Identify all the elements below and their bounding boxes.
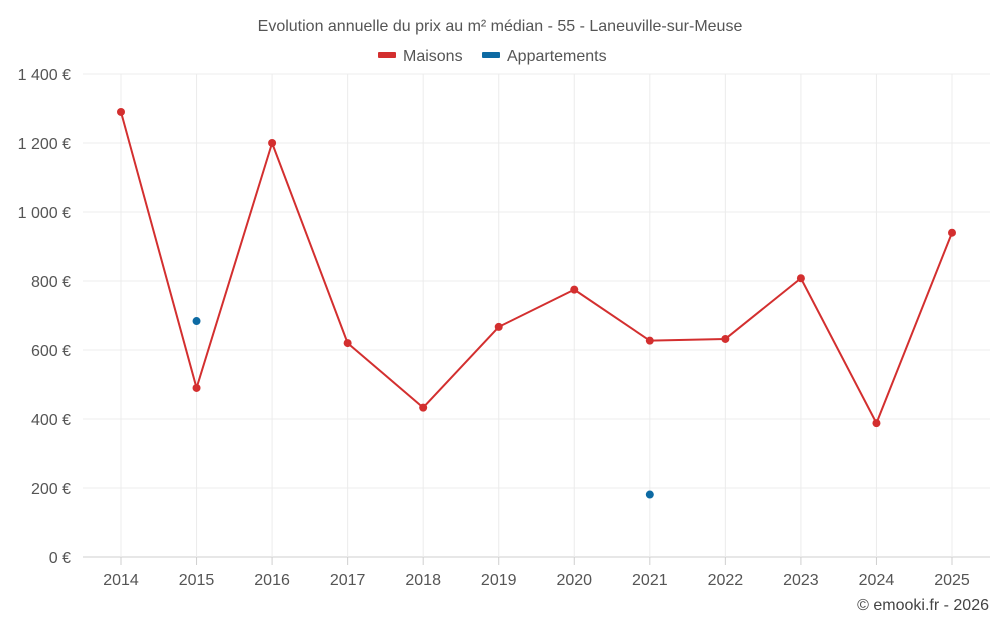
y-tick-label: 0 €	[49, 550, 71, 567]
y-tick-label: 800 €	[31, 274, 71, 291]
data-point-maisons[interactable]	[645, 336, 654, 345]
x-tick-label: 2014	[103, 572, 139, 589]
series-line-maisons	[120, 111, 953, 425]
data-point-maisons[interactable]	[192, 383, 201, 392]
credit-text: © emooki.fr - 2026	[857, 597, 989, 614]
legend: Maisons Appartements	[378, 48, 607, 65]
chart-title: Evolution annuelle du prix au m² médian …	[258, 18, 743, 35]
x-tick-label: 2017	[330, 572, 366, 589]
x-tick-label: 2021	[632, 572, 668, 589]
x-tick-label: 2015	[179, 572, 215, 589]
series-group	[117, 107, 956, 499]
x-axis-ticks: 2014 2015 2016 2017 2018 2019 2020 2021 2022 2023…	[103, 572, 970, 589]
x-tick-label: 2018	[405, 572, 441, 589]
data-point-maisons[interactable]	[570, 285, 579, 294]
y-axis-ticks: 0 € 200 € 400 € 600 € 800 € 1 000 € 1 200 € 1 4…	[18, 67, 71, 567]
x-tick-label: 2020	[556, 572, 592, 589]
y-tick-label: 1 400 €	[18, 67, 71, 84]
data-point-maisons[interactable]	[796, 274, 805, 283]
data-point-maisons[interactable]	[268, 139, 277, 147]
x-tick-label: 2019	[481, 572, 517, 589]
data-point-maisons[interactable]	[721, 334, 730, 343]
legend-swatch-appartements[interactable]	[482, 52, 500, 58]
data-point-maisons[interactable]	[419, 403, 428, 412]
data-point-maisons[interactable]	[117, 107, 125, 116]
data-point-maisons[interactable]	[494, 322, 503, 331]
x-tick-label: 2025	[934, 572, 970, 589]
legend-label-appartements[interactable]: Appartements	[507, 48, 607, 65]
data-point-appartements[interactable]	[192, 317, 201, 326]
data-point-maisons[interactable]	[343, 339, 352, 348]
data-point-appartements[interactable]	[645, 490, 654, 499]
data-point-maisons[interactable]	[872, 419, 881, 428]
legend-swatch-maisons[interactable]	[378, 52, 396, 58]
data-point-maisons[interactable]	[948, 228, 956, 237]
x-tick-label: 2022	[708, 572, 744, 589]
legend-label-maisons[interactable]: Maisons	[403, 48, 463, 65]
x-tick-label: 2016	[254, 572, 290, 589]
gridlines	[83, 73, 990, 565]
y-tick-label: 1 000 €	[18, 205, 71, 222]
y-tick-label: 600 €	[31, 343, 71, 360]
y-tick-label: 1 200 €	[18, 136, 71, 153]
y-tick-label: 200 €	[31, 481, 71, 498]
x-tick-label: 2024	[859, 572, 895, 589]
y-tick-label: 400 €	[31, 412, 71, 429]
x-tick-label: 2023	[783, 572, 819, 589]
